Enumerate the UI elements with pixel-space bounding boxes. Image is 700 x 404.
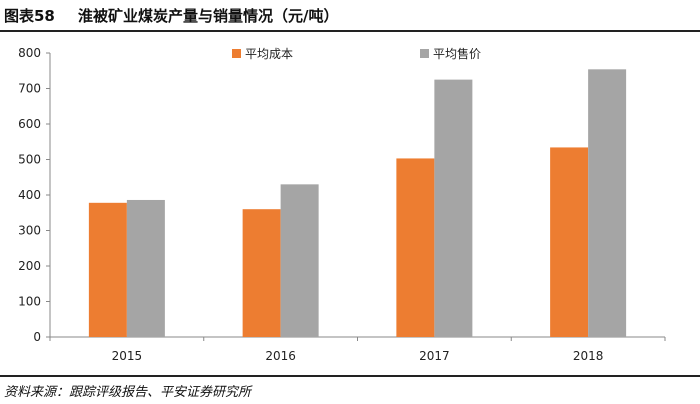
y-tick-label: 300 xyxy=(18,224,41,238)
bar-avg-cost-2018 xyxy=(550,147,589,337)
bar-avg-price-2018 xyxy=(588,69,627,337)
top-rule xyxy=(0,30,700,32)
bar-avg-cost-2016 xyxy=(242,209,281,337)
source-note: 资料来源：跟踪评级报告、平安证券研究所 xyxy=(4,385,252,400)
x-tick-label: 2016 xyxy=(265,349,296,363)
title-bar: 图表58 淮被矿业煤炭产量与销量情况（元/吨） xyxy=(0,0,700,30)
y-tick-label: 800 xyxy=(18,46,41,60)
legend-label-avg-cost: 平均成本 xyxy=(245,47,293,61)
bar-avg-price-2017 xyxy=(434,79,473,337)
y-tick-label: 100 xyxy=(18,295,41,309)
legend-swatch-avg-cost xyxy=(232,49,241,58)
x-tick-label: 2018 xyxy=(573,349,604,363)
bar-avg-price-2016 xyxy=(280,184,319,337)
x-tick-label: 2017 xyxy=(419,349,450,363)
legend-label-avg-price: 平均售价 xyxy=(433,46,481,61)
legend-swatch-avg-price xyxy=(420,49,429,58)
bar-avg-cost-2015 xyxy=(88,202,127,337)
y-tick-label: 200 xyxy=(18,259,41,273)
figure-label: 图表58 xyxy=(4,7,55,25)
x-tick-label: 2015 xyxy=(112,349,143,363)
y-tick-label: 0 xyxy=(33,330,41,344)
y-tick-label: 400 xyxy=(18,188,41,202)
bar-avg-cost-2017 xyxy=(396,158,435,337)
y-tick-label: 700 xyxy=(18,82,41,96)
chart-title: 淮被矿业煤炭产量与销量情况（元/吨） xyxy=(78,7,339,25)
bottom-rule xyxy=(0,375,700,377)
y-tick-label: 600 xyxy=(18,117,41,131)
bar-avg-price-2015 xyxy=(126,199,165,337)
y-tick-label: 500 xyxy=(18,153,41,167)
bar-chart: 0 100 200 300 400 500 600 700 800 2015 2016 2017 201… xyxy=(18,46,666,363)
